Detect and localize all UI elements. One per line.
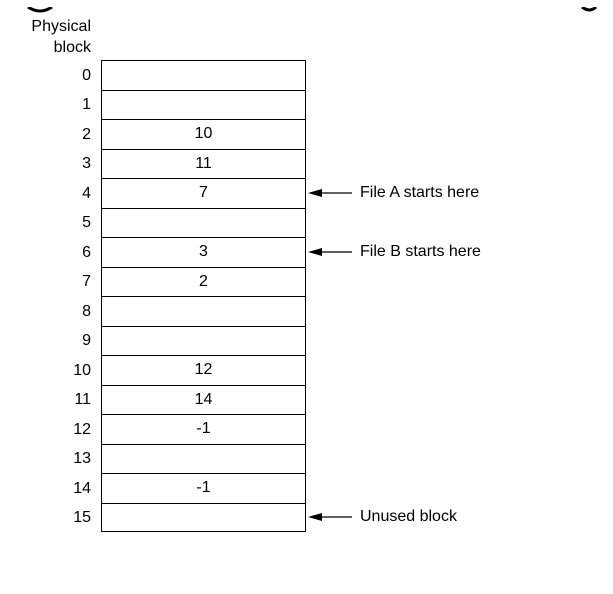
block-value: 10 [194,125,213,143]
block-index: 2 [82,125,91,143]
block-value: 12 [194,361,213,379]
block-row: 2 10 [82,119,306,149]
block-value [102,445,305,474]
block-index: 10 [73,361,91,379]
block-row: 12 -1 [73,414,306,444]
block-index: 1 [82,96,91,114]
block-row: 10 12 [73,355,306,385]
block-table: 0 1 2 10 3 11 4 7 5 6 3 7 2 8 9 10 12 11 14 12 -1 13 14 -1 15 [73,60,306,532]
block-value: 7 [199,184,208,202]
block-index: 15 [73,509,91,527]
block-value: 14 [194,390,213,408]
block-index: 4 [82,184,91,202]
block-row: 13 [73,443,306,474]
block-index: 12 [73,420,91,438]
block-row: 0 [82,60,306,90]
block-value [102,209,305,238]
block-index: 0 [82,66,91,84]
top-edge-artifact-shape [27,5,598,13]
block-value [102,297,305,326]
annotation: File A starts here [308,183,479,203]
header-physical: Physical [31,18,91,35]
left-arrow-icon [308,188,352,197]
left-arrow-icon [308,513,352,522]
block-index: 6 [82,243,91,261]
top-edge-artifact [0,0,613,13]
block-index: 5 [82,214,91,232]
header-block: block [53,39,91,56]
block-row: 11 14 [74,384,306,414]
left-arrow-icon [308,247,352,256]
block-value: 11 [195,154,212,172]
annotation-label: Unused block [360,508,457,526]
block-index: 11 [74,391,91,409]
block-value [102,61,305,90]
block-index: 13 [73,450,91,468]
block-row: 5 [82,207,306,238]
block-row: 9 [82,325,306,356]
block-row: 15 [73,502,306,532]
block-index: 14 [73,479,91,497]
block-value: -1 [196,479,211,497]
block-value: 2 [199,272,208,290]
annotation: File B starts here [308,242,481,262]
block-value [102,91,305,120]
block-value [102,504,305,532]
annotation-label: File A starts here [360,183,480,201]
block-value [102,327,305,356]
block-index: 7 [82,273,91,291]
block-row: 14 -1 [73,473,306,503]
block-row: 3 11 [82,148,306,178]
block-row: 8 [82,296,306,326]
annotation-label: File B starts here [360,242,481,260]
block-value: 3 [199,243,208,261]
annotation: Unused block [308,507,457,527]
block-index: 9 [82,332,91,350]
block-index: 3 [82,155,91,173]
block-index: 8 [82,302,91,320]
block-value: -1 [196,420,211,438]
block-row: 1 [82,89,306,120]
